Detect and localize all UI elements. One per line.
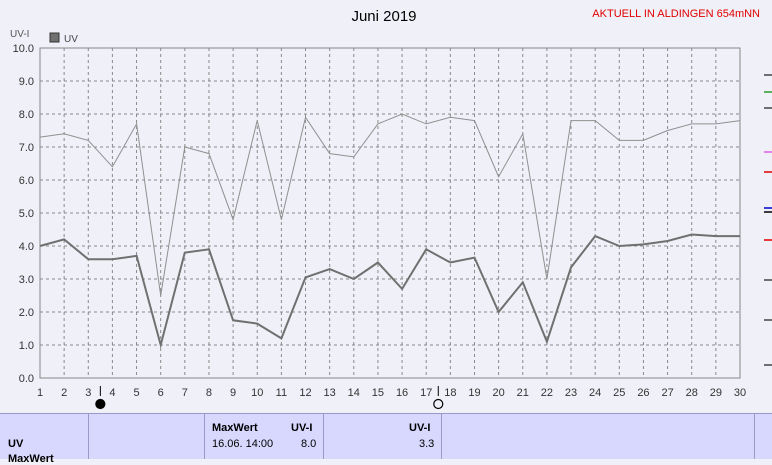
x-tick-label: 7 [182, 387, 188, 399]
x-tick-label: 6 [158, 387, 164, 399]
y-tick-label: 3.0 [19, 274, 34, 286]
table-col-empty [89, 414, 205, 459]
x-tick-label: 20 [492, 387, 504, 399]
legend-swatch [49, 32, 60, 43]
x-tick-label: 22 [541, 387, 553, 399]
x-tick-label: 27 [661, 387, 673, 399]
x-tick-label: 15 [372, 387, 384, 399]
x-tick-label: 17 [420, 387, 432, 399]
y-tick-labels: 0.0 1.0 2.0 3.0 4.0 5.0 6.0 7.0 8.0 9.0 10.0 [13, 43, 34, 385]
y-tick-label: 7.0 [19, 142, 34, 154]
right-edge-markers [764, 74, 772, 366]
chart-title: Juni 2019 [351, 8, 416, 25]
y-tick-label: 5.0 [19, 208, 34, 220]
y-tick-label: 0.0 [19, 373, 34, 385]
full-moon-icon [433, 398, 444, 410]
max-datetime: 16.06. 14:00 [212, 438, 274, 450]
x-tick-label: 26 [637, 387, 649, 399]
table-col-avg: UV-I 3.3 [324, 414, 442, 459]
series-lines [39, 113, 741, 349]
x-tick-label: 30 [734, 387, 746, 399]
x-tick-label: 1 [37, 387, 43, 399]
table-col-rest [442, 414, 755, 459]
x-tick-label: 19 [468, 387, 480, 399]
x-tick-label: 25 [613, 387, 625, 399]
x-tick-label: 16 [396, 387, 408, 399]
max-value: 8.0 [301, 438, 317, 450]
y-axis-label: UV-I [10, 29, 29, 40]
x-tick-label: 29 [710, 387, 722, 399]
legend-label: UV [64, 34, 78, 45]
moon-markers [95, 386, 444, 410]
series-line-uv [39, 233, 740, 349]
x-tick-label: 4 [109, 387, 115, 399]
x-tick-label: 12 [299, 387, 311, 399]
x-tick-labels: 1 2 3 4 5 6 7 8 9 10 11 12 13 14 15 16 17 18 19 20 21 22 23 24 2… [37, 387, 746, 399]
y-tick-label: 8.0 [19, 109, 34, 121]
y-tick-label: 1.0 [19, 340, 34, 352]
x-tick-label: 21 [517, 387, 529, 399]
x-tick-label: 9 [230, 387, 236, 399]
grid-lines [40, 48, 740, 378]
y-tick-label: 10.0 [13, 43, 34, 55]
x-tick-label: 2 [61, 387, 67, 399]
x-tick-label: 8 [206, 387, 212, 399]
series-line-upper [39, 113, 741, 296]
x-tick-label: 5 [133, 387, 139, 399]
new-moon-icon [95, 398, 106, 410]
row-label-maxwert: MaxWert [8, 453, 54, 465]
x-tick-label: 18 [444, 387, 456, 399]
table-col-label: UV MaxWert [0, 414, 89, 465]
station-label: AKTUELL IN ALDINGEN 654mNN [592, 8, 760, 20]
max-header: MaxWert [212, 422, 258, 434]
x-tick-label: 28 [686, 387, 698, 399]
row-label-uv: UV [8, 438, 24, 450]
y-tick-label: 4.0 [19, 241, 34, 253]
x-tick-label: 10 [251, 387, 263, 399]
x-tick-label: 14 [348, 387, 360, 399]
x-tick-label: 11 [276, 387, 287, 399]
y-tick-label: 9.0 [19, 76, 34, 88]
x-tick-label: 24 [589, 387, 601, 399]
summary-table: UV MaxWert MaxWert UV-I 16.06. 14:00 8.0… [0, 413, 772, 465]
max-uvi-header: UV-I [291, 422, 313, 434]
avg-value: 3.3 [419, 438, 435, 450]
y-tick-label: 2.0 [19, 307, 34, 319]
avg-header: UV-I [409, 422, 431, 434]
x-tick-label: 13 [324, 387, 336, 399]
x-tick-label: 23 [565, 387, 577, 399]
table-col-max: MaxWert UV-I 16.06. 14:00 8.0 [205, 414, 324, 459]
x-tick-label: 3 [85, 387, 91, 399]
y-tick-label: 6.0 [19, 175, 34, 187]
